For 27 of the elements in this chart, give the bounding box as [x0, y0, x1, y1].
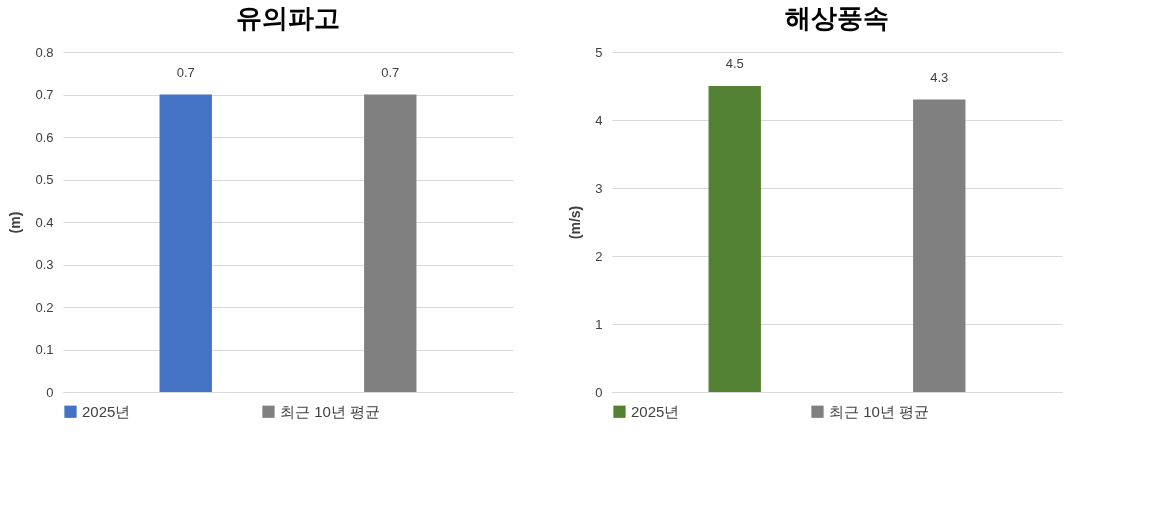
- y-tick-label: 0: [46, 384, 54, 400]
- y-tick-label: 3: [595, 180, 603, 196]
- chart-title: 유의파고: [236, 3, 340, 33]
- y-tick-label: 0.1: [35, 342, 54, 357]
- y-tick-label: 0.3: [35, 257, 54, 272]
- y-tick-label: 0.2: [35, 299, 54, 315]
- y-tick-label: 2: [595, 248, 603, 264]
- y-tick-label: 4: [595, 112, 603, 128]
- legend-label: 최근 10년 평균: [280, 402, 381, 420]
- legend-label: 2025년: [82, 402, 131, 420]
- y-axis-title: (m): [7, 211, 24, 234]
- y-tick-label: 0.6: [35, 129, 54, 145]
- y-tick-label: 0.8: [35, 44, 54, 60]
- y-axis-title: (m/s): [567, 205, 584, 240]
- y-tick-label: 0: [595, 384, 603, 400]
- y-tick-label: 5: [595, 44, 603, 60]
- legend-label: 2025년: [631, 402, 680, 420]
- y-tick-label: 0.4: [35, 214, 54, 230]
- data-label: 4.5: [725, 56, 744, 71]
- data-label: 0.7: [381, 64, 400, 80]
- chart-title: 해상풍속: [785, 3, 889, 33]
- y-tick-label: 0.5: [35, 172, 54, 187]
- data-label: 4.3: [930, 69, 949, 85]
- y-tick-label: 1: [595, 316, 603, 332]
- legend-label: 최근 10년 평균: [829, 402, 930, 420]
- y-tick-label: 0.7: [35, 87, 54, 102]
- data-label: 0.7: [176, 64, 195, 80]
